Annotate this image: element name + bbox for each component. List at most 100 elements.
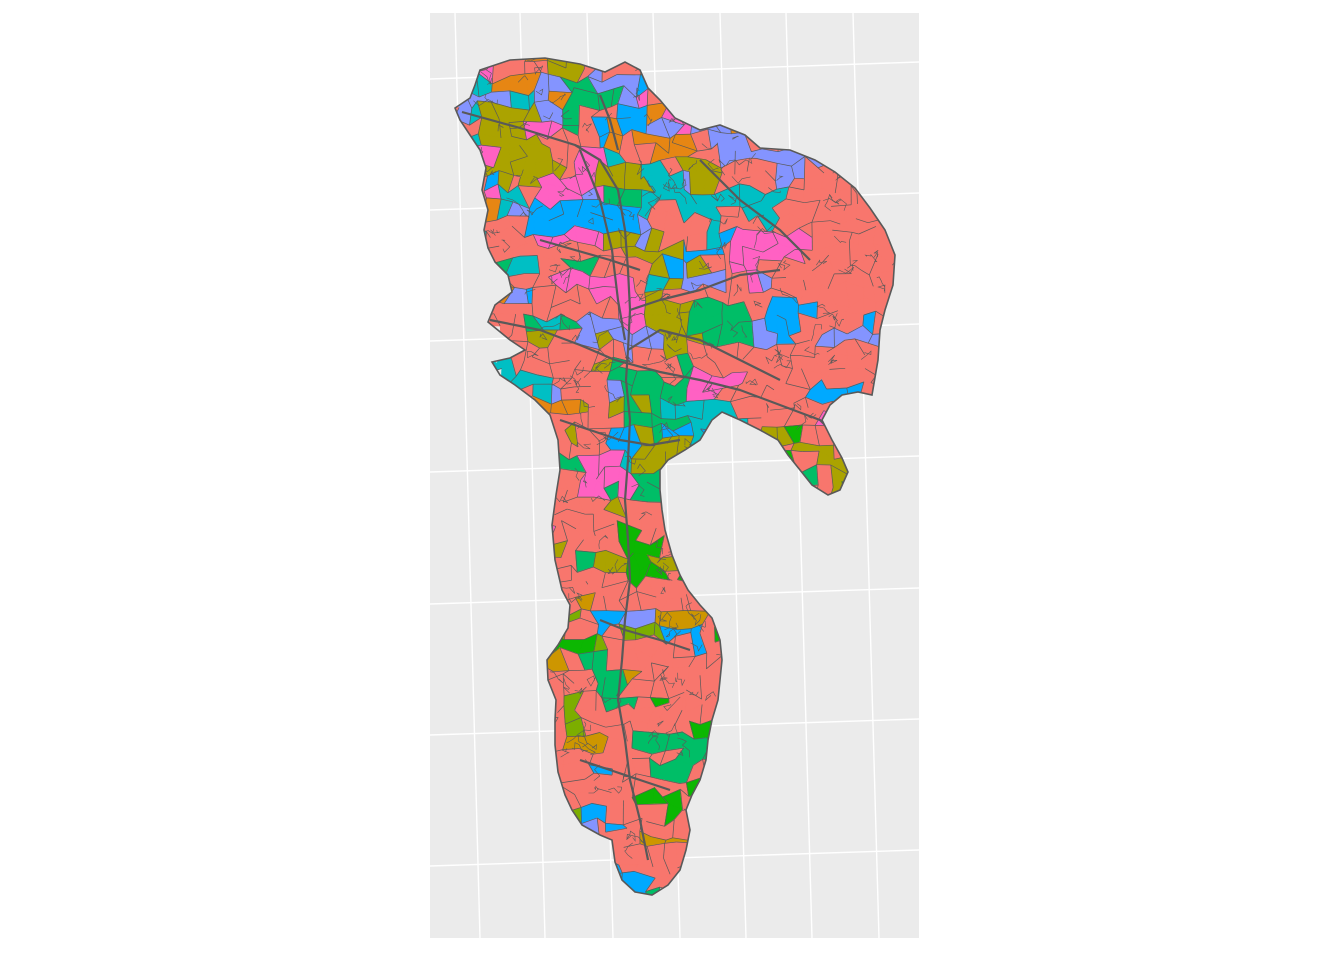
parcel-boundary (486, 231, 491, 238)
parcel-boundary (491, 90, 510, 93)
parcel-boundary (507, 175, 515, 194)
parcel-boundary (506, 201, 514, 216)
parcel-boundary (722, 302, 729, 307)
parcel-boundary (679, 311, 690, 314)
parcel-boundary (483, 183, 499, 192)
parcel-boundary (721, 240, 731, 248)
parcel-boundary (762, 243, 779, 253)
parcel-boundary (552, 159, 567, 169)
parcel-boundary (562, 127, 569, 143)
parcel-boundary (753, 346, 767, 351)
parcel-boundary (526, 331, 529, 342)
parcel-boundary (856, 193, 858, 205)
parcel-boundary (741, 200, 762, 209)
parcel-boundary (644, 292, 647, 301)
parcel-boundary (616, 117, 631, 120)
parcel-boundary (635, 74, 641, 98)
parcel-boundary (776, 333, 778, 345)
parcel-boundary (675, 156, 684, 171)
parcel-boundary (595, 330, 608, 335)
parcel-boundary (590, 212, 614, 221)
parcel-boundary (497, 183, 509, 194)
parcel-boundary (519, 145, 528, 157)
parcel-boundary (575, 311, 590, 323)
parcel-boundary (814, 346, 816, 358)
parcel-boundary (497, 170, 500, 185)
parcel-boundary (761, 148, 778, 153)
parcel-boundary (528, 89, 535, 96)
parcel-boundary (791, 166, 795, 179)
parcel-boundary (849, 240, 851, 266)
parcel-boundary (630, 458, 632, 474)
parcel-boundary (788, 186, 805, 191)
parcel-boundary (602, 317, 619, 320)
parcel-boundary (765, 188, 777, 195)
parcel-boundary (570, 239, 578, 243)
parcel-boundary (607, 330, 614, 340)
parcel-boundary (771, 217, 780, 232)
parcel-boundary (770, 278, 773, 289)
parcel-boundary (651, 413, 653, 428)
parcel-boundary (816, 310, 839, 319)
parcel-boundary (644, 250, 659, 253)
parcel-boundary (599, 338, 614, 350)
parcel-boundary (739, 183, 750, 187)
parcel-boundary (622, 326, 633, 335)
parcel-boundary (648, 263, 653, 275)
parcel-boundary (697, 148, 712, 152)
parcel-boundary (776, 314, 786, 320)
parcel-boundary (802, 450, 820, 452)
parcel-boundary (536, 134, 543, 144)
parcel-boundary (689, 300, 695, 313)
parcel-boundary (531, 347, 540, 358)
parcel-boundary (724, 254, 727, 270)
parcel-boundary (868, 274, 874, 287)
parcel-boundary (729, 261, 744, 266)
parcel-boundary (636, 88, 649, 98)
parcel-boundary (574, 328, 583, 344)
parcel-boundary (577, 135, 582, 147)
parcel-boundary (771, 287, 785, 293)
land-parcel (890, 238, 895, 267)
parcel-boundary (817, 167, 825, 174)
parcel-boundary (594, 185, 604, 188)
parcel-boundary (815, 345, 835, 348)
land-parcel (591, 649, 609, 672)
parcel-boundary (686, 332, 703, 337)
parcel-boundary (576, 199, 584, 218)
parcel-boundary (721, 215, 739, 218)
parcel-boundary (632, 277, 636, 292)
parcel-boundary (511, 225, 525, 238)
parcel-boundary (631, 129, 635, 145)
parcel-boundary (596, 296, 611, 305)
parcel-boundary (785, 228, 799, 238)
parcel-boundary (785, 198, 805, 204)
parcel-boundary (588, 288, 597, 305)
parcel-boundary (795, 339, 810, 345)
parcel-boundary (771, 207, 780, 219)
parcel-boundary (606, 117, 611, 133)
parcel-boundary (659, 160, 671, 177)
parcel-boundary (617, 189, 626, 206)
parcel-boundary (757, 215, 768, 232)
parcel-boundary (834, 339, 846, 348)
parcel-boundary (741, 207, 750, 222)
parcel-boundary (683, 169, 690, 173)
parcel-boundary (785, 319, 790, 336)
parcel-boundary (523, 313, 534, 317)
parcel-boundary (727, 284, 732, 306)
parcel-boundary (549, 360, 570, 365)
parcel-boundary (625, 161, 642, 165)
parcel-boundary (643, 176, 655, 193)
parcel-boundary (574, 225, 599, 232)
parcel-boundary (775, 181, 778, 190)
parcel-boundary (576, 284, 581, 305)
parcel-boundary (661, 117, 685, 126)
parcel-boundary (852, 231, 859, 235)
parcel-boundary (771, 277, 787, 279)
parcel-boundary (670, 169, 684, 177)
parcel-boundary (603, 147, 609, 168)
parcel-boundary (728, 241, 731, 262)
parcel-boundary (634, 234, 642, 247)
